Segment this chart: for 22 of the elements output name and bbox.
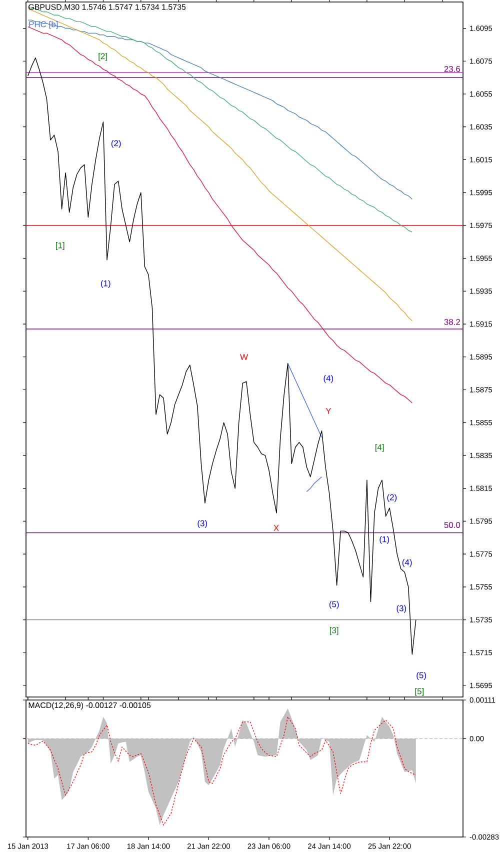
annotation: (5) — [416, 672, 426, 680]
annotation: (1) — [380, 536, 389, 544]
annotation: 23.6 — [444, 66, 460, 72]
annotation: X — [274, 525, 279, 531]
annotation: (1) — [100, 280, 110, 288]
annotation: [5] — [415, 688, 424, 696]
annotation: (3) — [198, 520, 207, 528]
annotation: (2) — [387, 494, 397, 502]
annotation: (4) — [402, 559, 412, 567]
annotation: (4) — [324, 375, 334, 383]
annotation: (2) — [111, 140, 121, 148]
line-series — [306, 476, 322, 492]
annotation: (5) — [329, 601, 339, 609]
annotation: W — [240, 354, 248, 360]
annotation: [1] — [56, 242, 64, 250]
annotation: Y — [326, 408, 332, 414]
annotation: 38.2 — [444, 318, 460, 325]
annotation: 50.0 — [444, 522, 460, 528]
annotation: (3) — [396, 605, 406, 613]
annotation: [2] — [98, 53, 107, 61]
annotation: [3] — [330, 627, 338, 635]
annotation: [4] — [375, 444, 384, 452]
